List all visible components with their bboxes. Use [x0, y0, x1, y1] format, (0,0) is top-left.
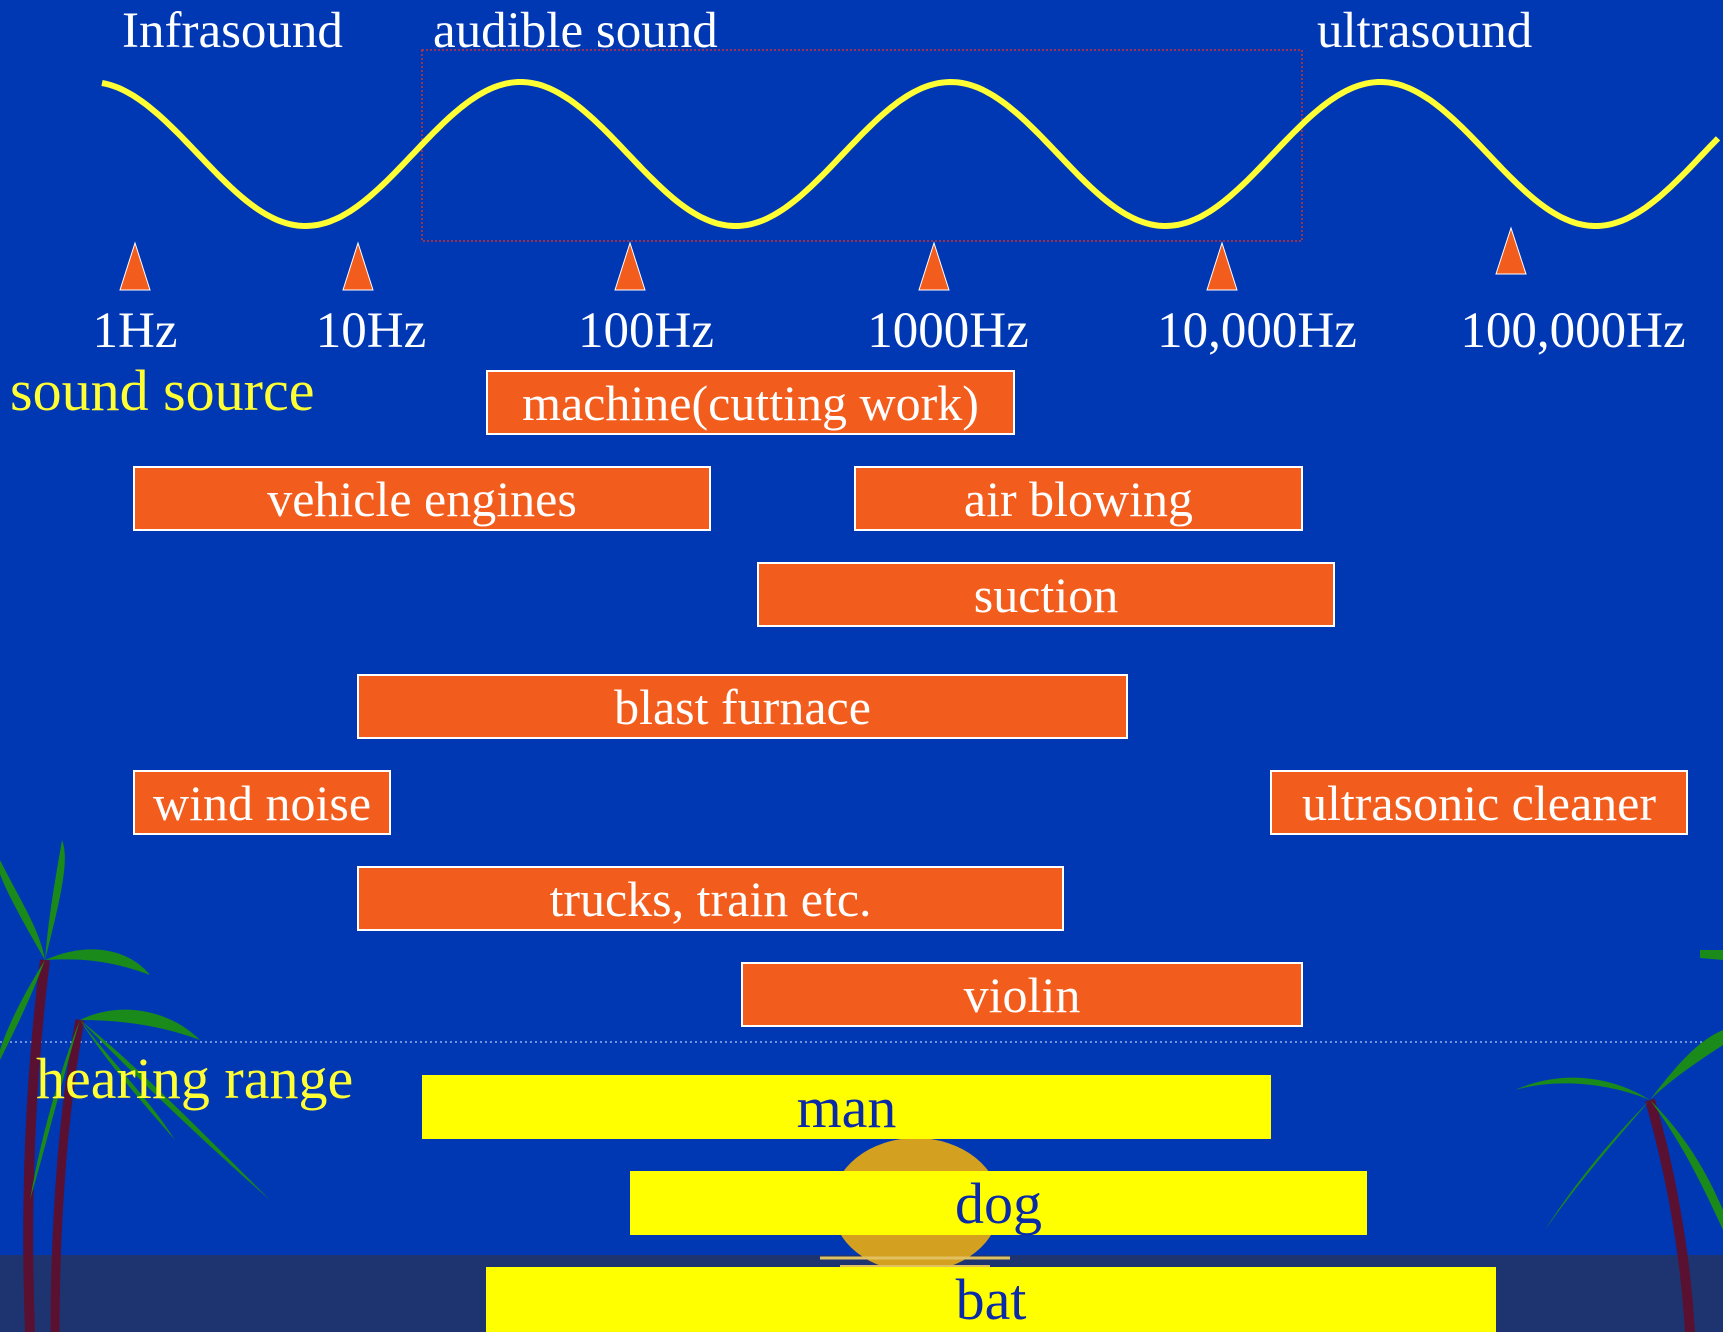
source-bar-machine: machine(cutting work): [486, 370, 1015, 435]
hearing-bar-bat: bat: [486, 1267, 1496, 1332]
freq-label-10hz: 10Hz: [315, 303, 427, 359]
source-bar-ultrasonic-cleaner: ultrasonic cleaner: [1270, 770, 1688, 835]
freq-label-1hz: 1Hz: [92, 303, 178, 359]
source-bar-wind-noise: wind noise: [133, 770, 391, 835]
palm-tree-right: [1515, 950, 1723, 1332]
hearing-bar-dog: dog: [630, 1171, 1367, 1236]
freq-label-100000hz: 100,000Hz: [1460, 303, 1686, 359]
hearing-range-heading: hearing range: [36, 1046, 354, 1111]
marker-1000hz: [918, 241, 950, 291]
source-bar-trucks-train: trucks, train etc.: [357, 866, 1064, 931]
infrasound-label: Infrasound: [122, 3, 343, 59]
freq-label-1000hz: 1000Hz: [867, 303, 1029, 359]
sound-wave: [101, 78, 1721, 230]
sound-source-heading: sound source: [10, 358, 315, 423]
source-bar-air-blowing: air blowing: [854, 466, 1303, 531]
source-bar-suction: suction: [757, 562, 1335, 627]
ultrasound-label: ultrasound: [1317, 3, 1533, 59]
freq-label-100hz: 100Hz: [578, 303, 714, 359]
source-bar-violin: violin: [741, 962, 1303, 1027]
marker-10000hz: [1206, 241, 1238, 291]
hearing-bar-man: man: [422, 1075, 1271, 1140]
marker-10hz: [342, 241, 374, 291]
freq-label-10000hz: 10,000Hz: [1157, 303, 1357, 359]
marker-1hz: [119, 241, 151, 291]
source-bar-blast-furnace: blast furnace: [357, 674, 1128, 739]
palm-tree-left: [0, 840, 270, 1332]
marker-100000hz: [1495, 226, 1527, 275]
marker-100hz: [614, 241, 646, 291]
audible-sound-label: audible sound: [433, 3, 718, 59]
source-bar-vehicle-engines: vehicle engines: [133, 466, 711, 531]
audible-range-box: [421, 49, 1303, 242]
